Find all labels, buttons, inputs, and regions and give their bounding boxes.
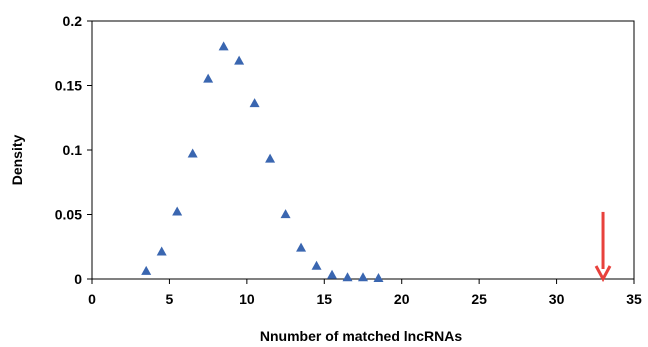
data-point [342, 272, 353, 282]
data-point [265, 153, 276, 163]
x-axis: 0 5 10 15 20 25 30 35 [88, 279, 642, 307]
y-tick-label: 0.2 [63, 13, 83, 29]
plot-frame [91, 20, 635, 280]
arrow-head [594, 265, 612, 283]
data-point [156, 246, 167, 256]
x-tick-label: 0 [88, 291, 96, 307]
y-tick-label: 0.15 [55, 78, 82, 94]
y-axis-title: Density [9, 135, 25, 186]
plot-area [91, 20, 635, 280]
x-tick-label: 35 [626, 291, 642, 307]
data-point [141, 265, 152, 275]
x-tick-label: 10 [239, 291, 255, 307]
data-series [141, 41, 384, 282]
data-point [373, 272, 384, 282]
y-tick-label: 0.1 [63, 142, 83, 158]
y-axis: 0 0.05 0.1 0.15 0.2 [55, 13, 92, 287]
data-point [187, 148, 198, 158]
x-axis-title: Nnumber of matched lncRNAs [260, 328, 462, 344]
data-point [218, 41, 229, 51]
data-point [234, 55, 245, 65]
data-point [249, 98, 260, 108]
annotations [594, 211, 612, 283]
data-point [296, 242, 307, 252]
x-tick-label: 20 [394, 291, 410, 307]
y-tick-label: 0 [74, 271, 82, 287]
data-point [172, 206, 183, 216]
data-point [280, 209, 291, 219]
red-arrow [594, 211, 612, 283]
y-tick-label: 0.05 [55, 207, 82, 223]
x-tick-label: 25 [471, 291, 487, 307]
data-point [311, 260, 322, 270]
x-tick-label: 30 [549, 291, 565, 307]
data-point [358, 272, 368, 282]
data-point [327, 269, 338, 279]
data-point [203, 73, 214, 83]
x-tick-label: 5 [166, 291, 174, 307]
x-tick-label: 15 [316, 291, 332, 307]
